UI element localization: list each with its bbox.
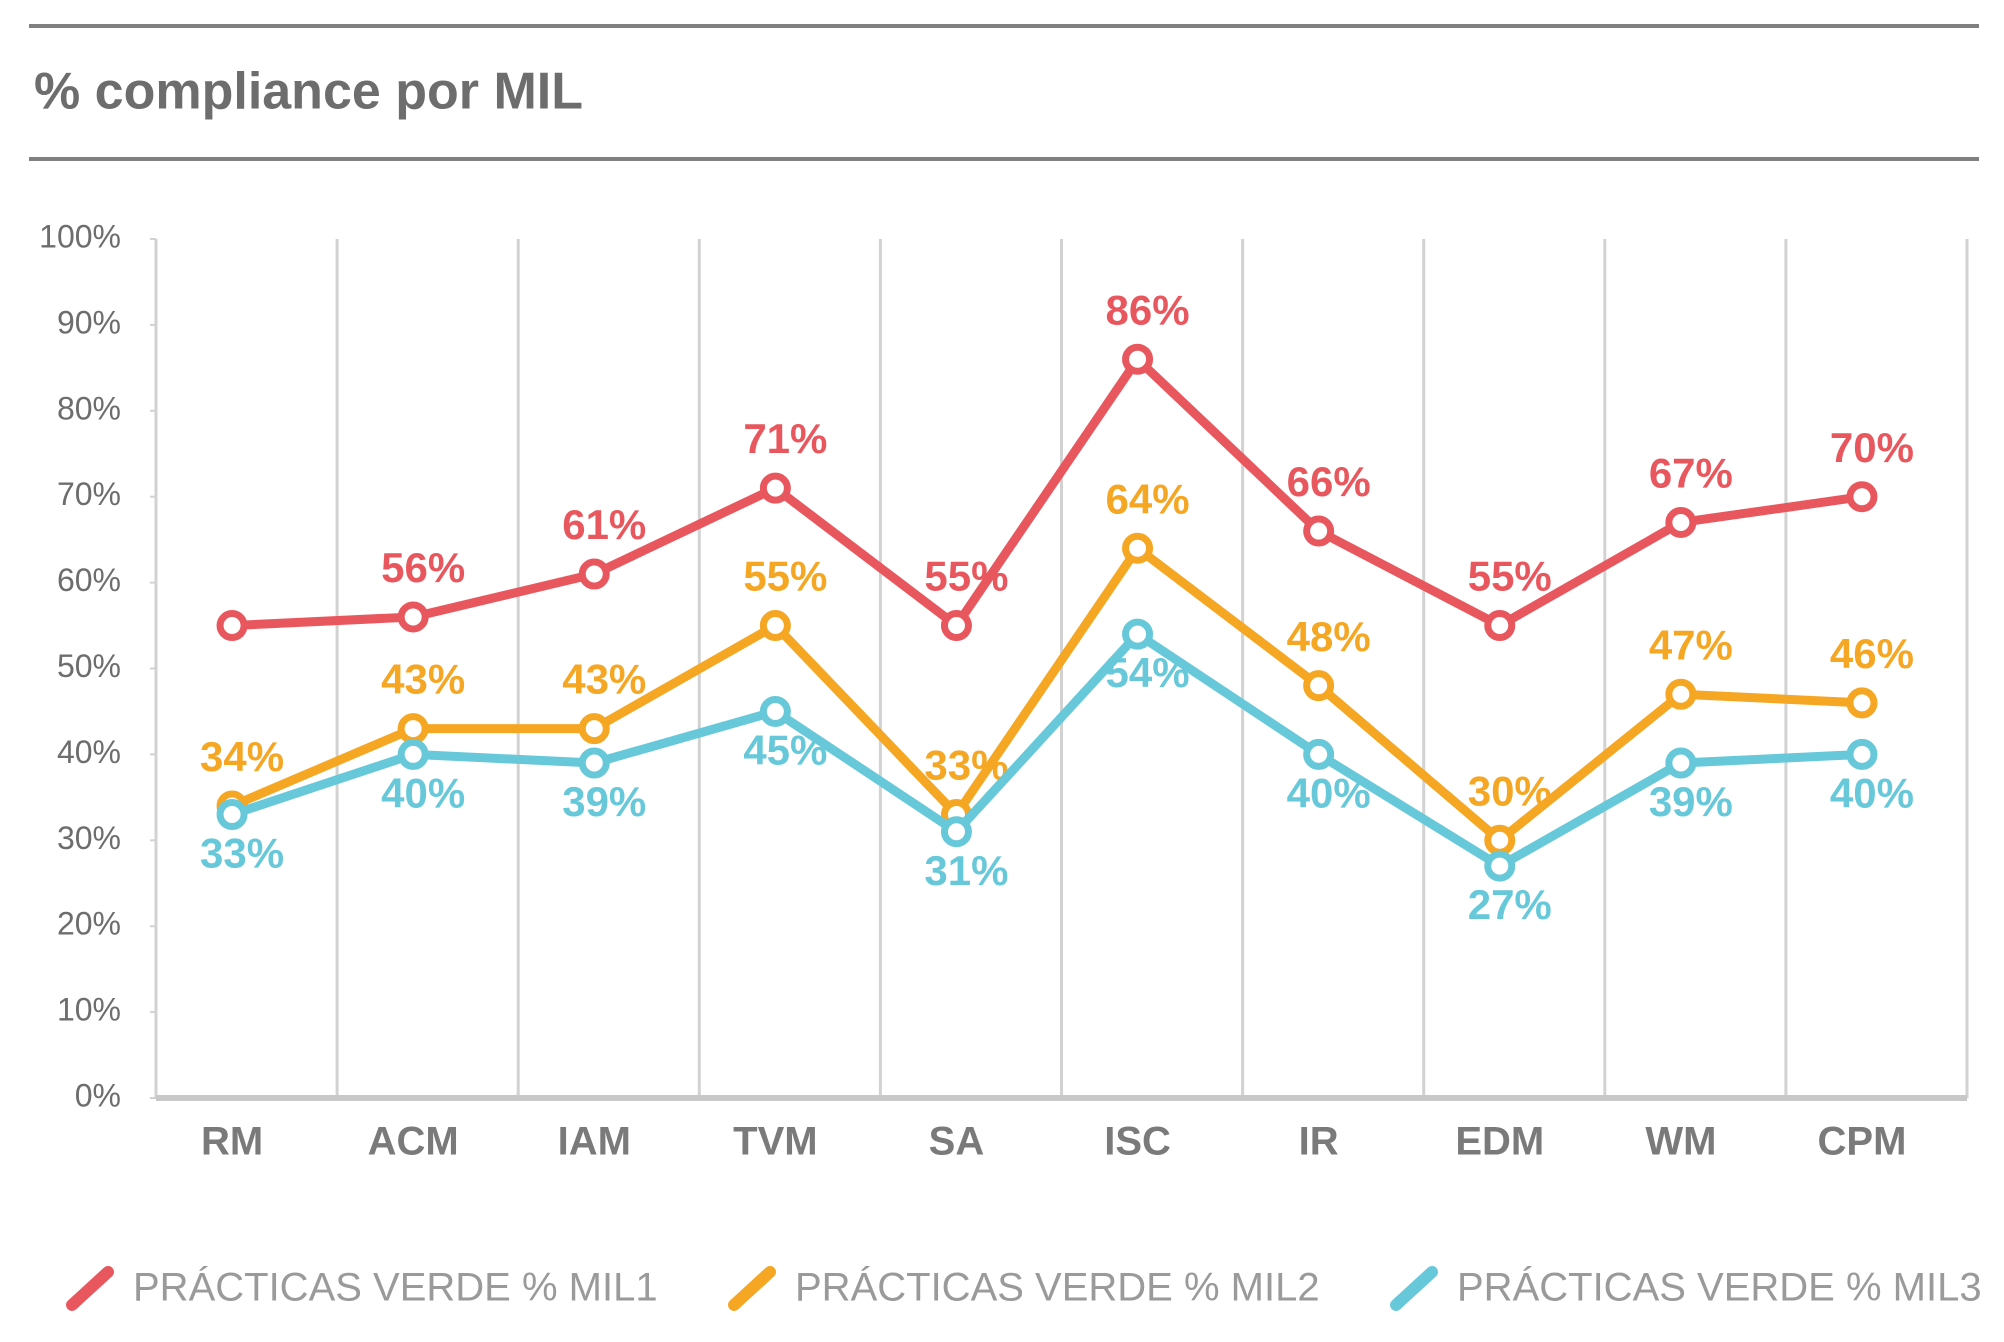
data-label: 43% [381, 656, 465, 703]
point [1303, 738, 1335, 770]
data-label: 54% [1106, 649, 1190, 696]
x-tick-label: TVM [733, 1120, 817, 1164]
x-tick-label: IR [1299, 1120, 1339, 1164]
point [1122, 343, 1154, 375]
series-line [231, 354, 1863, 631]
x-tick-label: RM [201, 1120, 263, 1164]
y-tick-label: 20% [57, 906, 121, 942]
y-tick-label: 100% [39, 218, 121, 254]
legend-swatch [66, 1266, 114, 1311]
data-label: 33% [200, 830, 284, 877]
point [759, 472, 791, 504]
point [1665, 506, 1697, 538]
point [397, 713, 429, 745]
point [578, 747, 610, 779]
point [216, 799, 248, 831]
data-label: 71% [743, 415, 827, 462]
point [578, 558, 610, 590]
data-label: 30% [1468, 767, 1552, 814]
x-tick-label: ACM [368, 1120, 459, 1164]
data-label: 56% [381, 544, 465, 591]
point [1665, 747, 1697, 779]
data-label: 67% [1649, 450, 1733, 497]
data-label: 40% [381, 769, 465, 816]
y-tick-label: 0% [75, 1077, 121, 1113]
data-label: 39% [562, 778, 646, 825]
data-label: 40% [1830, 769, 1914, 816]
x-tick-label: EDM [1455, 1120, 1544, 1164]
point [1484, 610, 1516, 642]
y-tick-label: 90% [57, 304, 121, 340]
data-label: 61% [562, 501, 646, 548]
data-label: 55% [743, 553, 827, 600]
point [216, 610, 248, 642]
point [578, 713, 610, 745]
data-label: 70% [1830, 424, 1914, 471]
chart-title: % compliance por MIL [34, 63, 583, 121]
data-label: 39% [1649, 778, 1733, 825]
series-line [230, 629, 1863, 871]
data-label: 48% [1287, 613, 1371, 660]
data-label: 33% [924, 742, 1008, 789]
y-tick-label: 10% [57, 992, 121, 1028]
data-label: 45% [743, 727, 827, 774]
y-tick-label: 40% [57, 734, 121, 770]
point [1303, 670, 1335, 702]
x-tick-label: IAM [558, 1120, 631, 1164]
y-tick-label: 30% [57, 820, 121, 856]
data-label: 47% [1649, 621, 1733, 668]
legend-swatch [728, 1266, 776, 1311]
point [940, 816, 972, 848]
data-label: 55% [1468, 553, 1552, 600]
data-label: 27% [1468, 881, 1552, 928]
point [759, 695, 791, 727]
point [1484, 850, 1516, 882]
data-label: 46% [1830, 630, 1914, 677]
legend-label: PRÁCTICAS VERDE % MIL3 [1457, 1265, 1982, 1310]
point [1484, 824, 1516, 856]
y-tick-label: 60% [57, 562, 121, 598]
x-tick-label: WM [1645, 1120, 1716, 1164]
point [1122, 532, 1154, 564]
point [1665, 678, 1697, 710]
point [397, 601, 429, 633]
point [1846, 481, 1878, 513]
data-label: 86% [1106, 286, 1190, 333]
y-tick-label: 70% [57, 476, 121, 512]
legend-label: PRÁCTICAS VERDE % MIL2 [795, 1265, 1320, 1310]
x-tick-label: SA [929, 1120, 985, 1164]
data-label: 34% [200, 733, 284, 780]
point [1303, 515, 1335, 547]
point [1122, 618, 1154, 650]
point [397, 738, 429, 770]
point [1846, 738, 1878, 770]
y-tick-label: 80% [57, 390, 121, 426]
data-label: 64% [1106, 475, 1190, 522]
point [759, 610, 791, 642]
data-label: 55% [924, 553, 1008, 600]
data-label: 31% [924, 847, 1008, 894]
point [940, 610, 972, 642]
point [1846, 687, 1878, 719]
data-label: 66% [1287, 458, 1371, 505]
x-tick-label: ISC [1104, 1120, 1171, 1164]
series-line [230, 543, 1863, 845]
data-label: 43% [562, 656, 646, 703]
data-label: 40% [1287, 769, 1371, 816]
legend-label: PRÁCTICAS VERDE % MIL1 [133, 1265, 658, 1310]
y-tick-label: 50% [57, 648, 121, 684]
legend-swatch [1390, 1266, 1438, 1311]
x-tick-label: CPM [1818, 1120, 1907, 1164]
